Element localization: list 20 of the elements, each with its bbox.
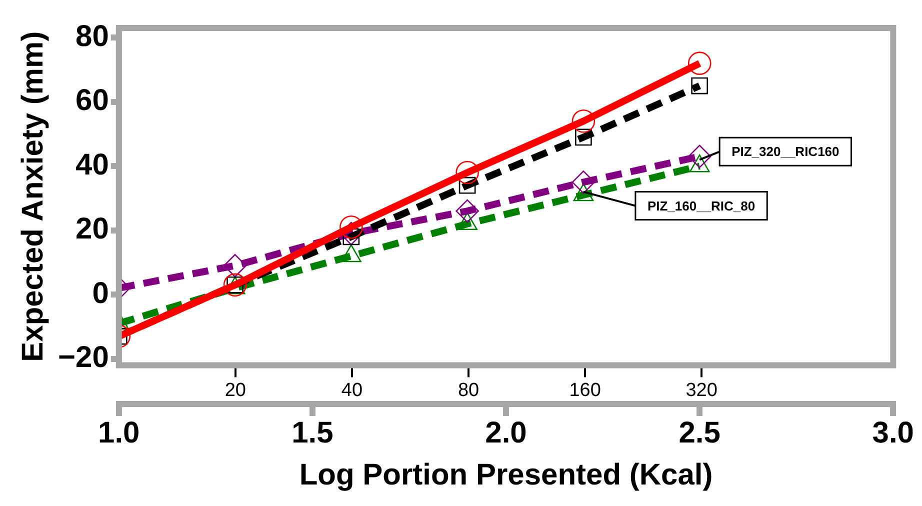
y-tick-label: −20: [58, 341, 109, 374]
x-tick-label: 1.5: [292, 416, 334, 450]
y-tick-label: 40: [76, 148, 109, 182]
y-tick-label: 60: [76, 84, 109, 118]
x2-tick-label: 40: [341, 380, 363, 401]
y-tick-label: 80: [76, 20, 109, 53]
annotation: PIZ_160__RIC_80: [647, 198, 756, 214]
y-tick-label: 20: [76, 212, 109, 246]
x-tick-label: 1.0: [98, 416, 140, 450]
y-axis-title: Expected Anxiety (mm): [16, 31, 50, 362]
x-tick-label: 2.0: [485, 416, 527, 450]
x2-tick-label: 160: [569, 380, 601, 401]
x2-tick-label: 20: [224, 380, 246, 401]
x2-tick-label: 80: [458, 380, 480, 401]
annotation: PIZ_320__RIC160: [732, 144, 840, 160]
x-tick-label: 3.0: [872, 416, 914, 450]
x-tick-label: 2.5: [678, 416, 720, 450]
y-tick-label: 0: [92, 276, 109, 310]
x2-tick-label: 320: [686, 380, 718, 401]
x-axis-title: Log Portion Presented (Kcal): [299, 458, 713, 492]
